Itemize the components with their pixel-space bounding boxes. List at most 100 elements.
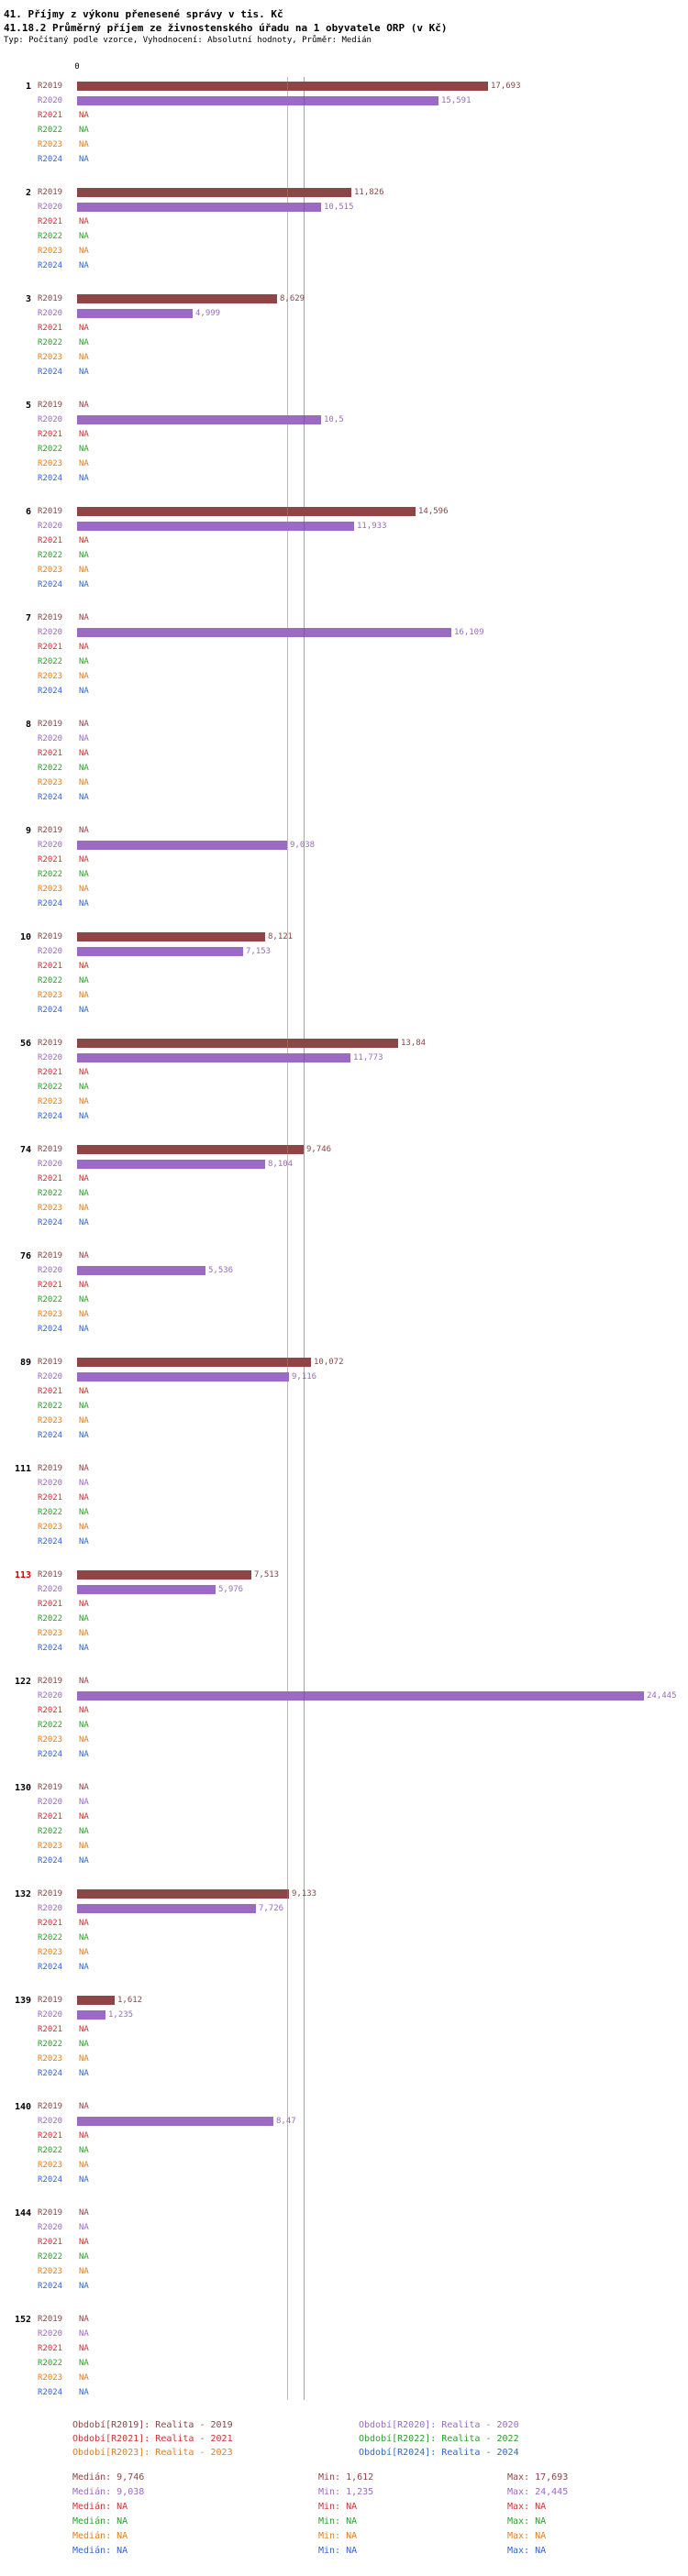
value-bar[interactable] — [77, 522, 354, 531]
bar-area: NA — [77, 959, 688, 974]
value-label: 11,933 — [357, 522, 387, 531]
na-label: NA — [79, 1464, 89, 1473]
na-label: NA — [79, 1827, 89, 1836]
chart-row-132-R2021: R2021 NA — [0, 1916, 688, 1931]
year-label: R2020 — [38, 2329, 63, 2339]
chart-group-7: 7 R2019 NA R2020 16,109 R2021 NA R2022 NA R2023 NA… — [0, 611, 688, 699]
bar-area: NA — [77, 1293, 688, 1307]
na-label: NA — [79, 1112, 89, 1121]
value-bar[interactable] — [77, 2010, 105, 2020]
value-label: 8,104 — [268, 1160, 294, 1169]
value-bar[interactable] — [77, 82, 488, 91]
chart-row-76-R2020: R2020 5,536 — [0, 1263, 688, 1278]
value-bar[interactable] — [77, 188, 351, 197]
na-label: NA — [79, 1387, 89, 1396]
year-label: R2022 — [38, 1189, 63, 1198]
bar-area: NA — [77, 1172, 688, 1186]
chart-row-152-R2023: R2023 NA — [0, 2371, 688, 2385]
value-bar[interactable] — [77, 1372, 289, 1382]
na-label: NA — [79, 474, 89, 483]
bar-area: NA — [77, 1476, 688, 1491]
na-label: NA — [79, 764, 89, 773]
bar-area: NA — [77, 1003, 688, 1018]
year-label: R2019 — [38, 1889, 63, 1899]
bar-area: NA — [77, 1384, 688, 1399]
chart-row-152-R2019: 152 R2019 NA — [0, 2312, 688, 2327]
na-label: NA — [79, 261, 89, 270]
year-label: R2021 — [38, 217, 63, 226]
chart-row-89-R2022: R2022 NA — [0, 1399, 688, 1414]
chart-row-111-R2019: 111 R2019 NA — [0, 1461, 688, 1476]
year-label: R2021 — [38, 111, 63, 120]
value-label: 5,976 — [218, 1585, 244, 1594]
value-bar[interactable] — [77, 932, 265, 941]
chart-row-8-R2020: R2020 NA — [0, 732, 688, 746]
value-bar[interactable] — [77, 841, 287, 850]
year-label: R2024 — [38, 261, 63, 270]
bar-area: 7,153 — [77, 944, 688, 959]
chart-row-144-R2022: R2022 NA — [0, 2250, 688, 2264]
value-bar[interactable] — [77, 203, 321, 212]
year-label: R2022 — [38, 1083, 63, 1092]
na-label: NA — [79, 126, 89, 135]
year-label: R2021 — [38, 2344, 63, 2353]
year-label: R2020 — [38, 947, 63, 956]
value-bar[interactable] — [77, 1053, 350, 1062]
value-bar[interactable] — [77, 507, 416, 516]
value-label: 17,693 — [491, 82, 521, 91]
bar-area: 9,133 — [77, 1887, 688, 1901]
value-bar[interactable] — [77, 1996, 115, 2005]
year-label: R2023 — [38, 459, 63, 468]
bar-area: NA — [77, 2341, 688, 2356]
chart-row-6-R2024: R2024 NA — [0, 578, 688, 592]
na-label: NA — [79, 1783, 89, 1792]
na-label: NA — [79, 2161, 89, 2170]
na-label: NA — [79, 2344, 89, 2353]
year-label: R2024 — [38, 2069, 63, 2078]
na-label: NA — [79, 1218, 89, 1227]
stat-min: Min: NA — [318, 2546, 358, 2556]
year-label: R2023 — [38, 566, 63, 575]
chart-row-3-R2019: 3 R2019 8,629 — [0, 292, 688, 306]
bar-area: NA — [77, 1747, 688, 1762]
na-label: NA — [79, 1493, 89, 1503]
year-label: R2024 — [38, 474, 63, 483]
stat-max: Max: NA — [507, 2502, 547, 2512]
value-bar[interactable] — [77, 1039, 398, 1048]
value-bar[interactable] — [77, 294, 277, 303]
value-bar[interactable] — [77, 1266, 205, 1275]
chart-row-130-R2021: R2021 NA — [0, 1810, 688, 1824]
value-bar[interactable] — [77, 96, 438, 105]
value-bar[interactable] — [77, 1585, 216, 1594]
group-number: 2 — [25, 187, 31, 198]
value-bar[interactable] — [77, 1358, 311, 1367]
chart-row-56-R2019: 56 R2019 13,84 — [0, 1036, 688, 1051]
value-bar[interactable] — [77, 2117, 273, 2126]
value-bar[interactable] — [77, 1145, 304, 1154]
bar-area: NA — [77, 988, 688, 1003]
na-label: NA — [79, 778, 89, 787]
value-label: 11,826 — [354, 188, 384, 197]
year-label: R2024 — [38, 1963, 63, 1972]
na-label: NA — [79, 2359, 89, 2368]
stats-row-R2021: Medián: NA Min: NA Max: NA — [72, 2500, 688, 2515]
value-bar[interactable] — [77, 1691, 644, 1701]
year-label: R2022 — [38, 2146, 63, 2155]
year-label: R2019 — [38, 294, 63, 303]
na-label: NA — [79, 551, 89, 560]
value-bar[interactable] — [77, 415, 321, 424]
bar-area: NA — [77, 640, 688, 655]
value-bar[interactable] — [77, 309, 193, 318]
value-bar[interactable] — [77, 1160, 265, 1169]
year-label: R2022 — [38, 2252, 63, 2262]
value-bar[interactable] — [77, 628, 451, 637]
value-bar[interactable] — [77, 1904, 256, 1913]
chart-row-122-R2023: R2023 NA — [0, 1733, 688, 1747]
year-label: R2024 — [38, 1006, 63, 1015]
value-bar[interactable] — [77, 1570, 251, 1580]
year-label: R2021 — [38, 2025, 63, 2034]
value-bar[interactable] — [77, 1889, 289, 1899]
bar-area: NA — [77, 1795, 688, 1810]
bar-area: NA — [77, 1733, 688, 1747]
value-bar[interactable] — [77, 947, 243, 956]
